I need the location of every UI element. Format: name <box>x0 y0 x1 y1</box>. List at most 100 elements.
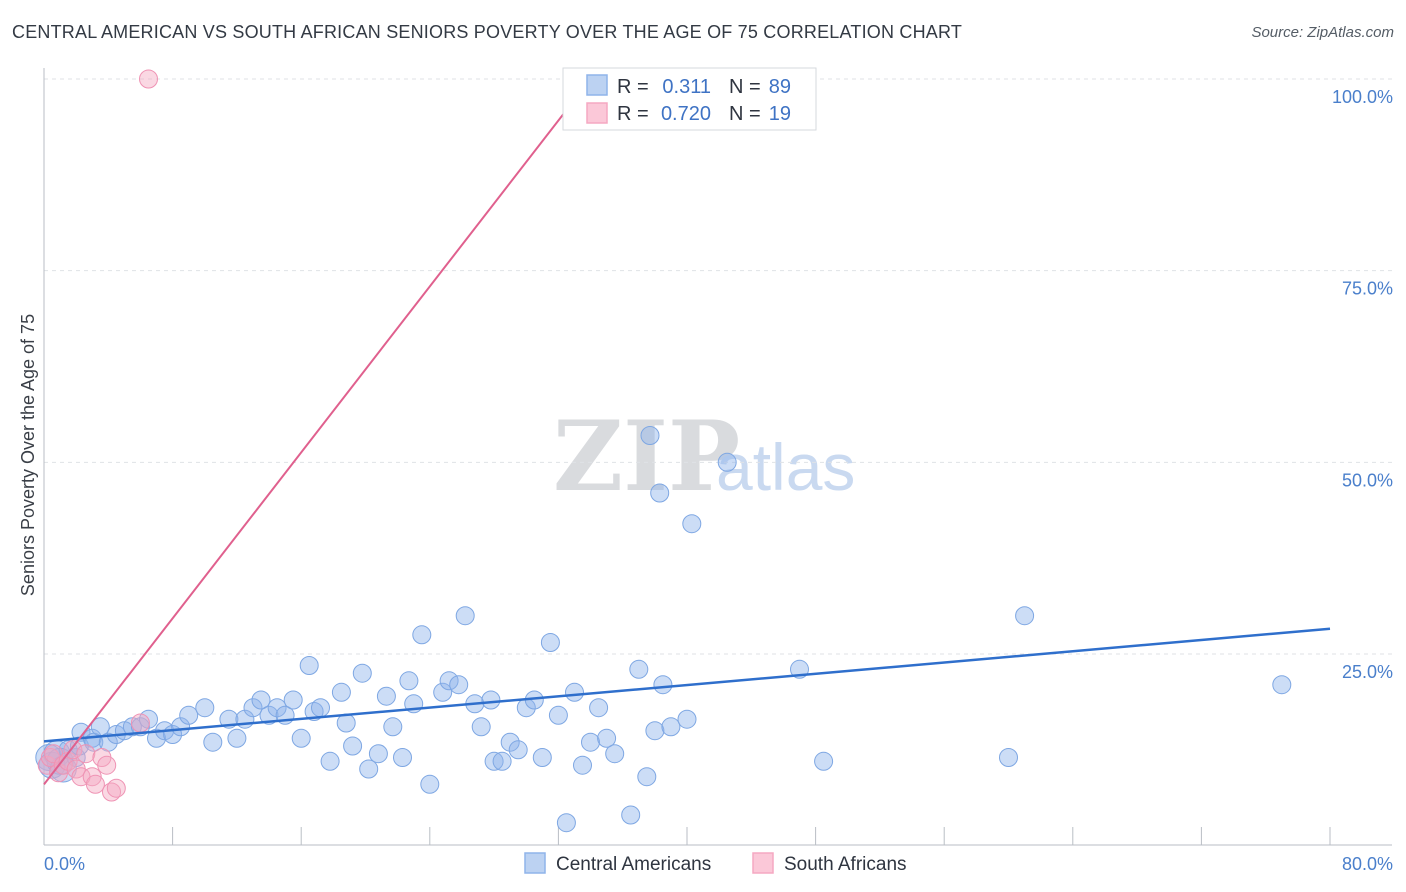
central-point-23 <box>195 698 215 718</box>
central-point-70 <box>573 755 592 775</box>
central-point-90 <box>717 452 737 472</box>
legend-r-value-south: 0.720 <box>661 103 711 125</box>
central-point-88 <box>650 483 670 503</box>
central-point-21 <box>171 717 191 737</box>
central-point-85 <box>1015 606 1035 626</box>
central-point-22 <box>179 705 199 725</box>
central-point-47 <box>393 748 412 767</box>
central-point-39 <box>331 682 351 702</box>
central-point-45 <box>376 686 396 706</box>
central-point-77 <box>637 767 657 787</box>
central-point-89 <box>682 514 702 534</box>
south-point-15 <box>106 778 126 798</box>
legend: R = 0.311 N = 89 R = 0.720 N = 19 <box>562 67 817 131</box>
central-point-26 <box>227 728 247 748</box>
central-americans-points <box>35 426 1292 833</box>
central-point-78 <box>645 721 665 741</box>
central-point-24 <box>203 732 223 752</box>
central-point-54 <box>449 675 469 695</box>
central-point-69 <box>565 682 584 702</box>
central-point-61 <box>500 732 520 752</box>
x-tick-label-1: 80.0% <box>1342 854 1393 874</box>
central-point-1 <box>38 751 66 779</box>
central-point-48 <box>399 671 419 691</box>
central-point-72 <box>589 698 609 718</box>
central-point-41 <box>343 736 363 756</box>
bottom-legend-swatch-central <box>524 852 546 874</box>
x-tick-label-0: 0.0% <box>44 854 85 874</box>
south-point-10 <box>82 767 102 787</box>
bottom-legend: Central Americans South Africans <box>524 852 907 875</box>
south-point-0 <box>37 755 57 775</box>
legend-n-value-central: 89 <box>769 76 791 98</box>
central-point-35 <box>299 656 319 675</box>
y-tick-labels: 25.0% 50.0% 75.0% 100.0% <box>1332 87 1393 682</box>
legend-r-label-central: R = <box>617 76 649 98</box>
central-point-80 <box>661 717 681 737</box>
y-tick-label-0: 25.0% <box>1342 662 1393 682</box>
central-point-51 <box>420 774 440 794</box>
central-point-38 <box>320 751 340 771</box>
central-point-84 <box>999 748 1018 767</box>
central-point-67 <box>548 705 568 725</box>
central-point-30 <box>259 705 279 725</box>
trend-line-south <box>43 78 592 785</box>
bottom-legend-label-central: Central Americans <box>556 854 711 875</box>
central-point-66 <box>540 633 560 652</box>
central-point-65 <box>532 748 552 767</box>
central-point-31 <box>267 698 287 718</box>
south-point-17 <box>139 69 158 89</box>
central-point-59 <box>484 751 504 771</box>
gridlines <box>44 78 1392 655</box>
central-point-18 <box>147 728 166 748</box>
central-point-74 <box>605 744 625 764</box>
legend-swatch-central <box>586 74 608 96</box>
central-point-73 <box>597 728 617 748</box>
central-point-76 <box>629 659 649 679</box>
central-point-33 <box>283 690 303 710</box>
south-point-13 <box>97 755 117 775</box>
x-tick-labels: 0.0% 80.0% <box>44 854 1393 874</box>
central-point-60 <box>492 751 512 771</box>
trend-lines <box>43 78 1331 785</box>
south-point-9 <box>76 744 96 764</box>
central-point-46 <box>383 717 403 737</box>
central-point-86 <box>1272 675 1292 695</box>
y-tick-label-2: 75.0% <box>1342 279 1393 299</box>
central-point-36 <box>304 702 324 721</box>
watermark-atlas: atlas <box>716 430 855 504</box>
central-point-44 <box>368 744 388 764</box>
central-point-52 <box>433 682 453 702</box>
central-point-62 <box>508 740 528 760</box>
central-point-55 <box>455 606 475 626</box>
south-point-16 <box>130 713 150 733</box>
watermark: ZIP atlas <box>553 400 855 513</box>
watermark-zip: ZIP <box>553 400 740 513</box>
bottom-legend-swatch-south <box>752 852 774 874</box>
central-point-42 <box>352 663 372 683</box>
central-point-5 <box>58 740 78 760</box>
central-point-43 <box>359 759 379 779</box>
legend-n-label-south: N = <box>729 103 761 125</box>
central-point-58 <box>481 690 501 710</box>
bottom-legend-label-south: South Africans <box>784 854 907 875</box>
central-point-50 <box>412 625 432 645</box>
central-point-57 <box>471 717 491 737</box>
legend-r-label-south: R = <box>617 103 649 125</box>
axes <box>43 68 1392 846</box>
south-africans-points <box>37 69 594 802</box>
source-label: Source: ZipAtlas.com <box>1251 24 1394 41</box>
central-point-34 <box>291 728 311 748</box>
legend-r-value-central: 0.311 <box>662 76 711 98</box>
central-point-83 <box>814 751 834 771</box>
trend-line-central <box>43 627 1331 743</box>
central-point-81 <box>677 709 697 729</box>
central-point-68 <box>556 813 576 833</box>
y-tick-label-1: 50.0% <box>1342 470 1393 490</box>
legend-swatch-south <box>586 102 608 124</box>
central-point-71 <box>581 732 600 752</box>
central-point-37 <box>311 698 330 718</box>
y-axis-label: Seniors Poverty Over the Age of 75 <box>18 314 38 596</box>
central-point-75 <box>621 805 641 825</box>
